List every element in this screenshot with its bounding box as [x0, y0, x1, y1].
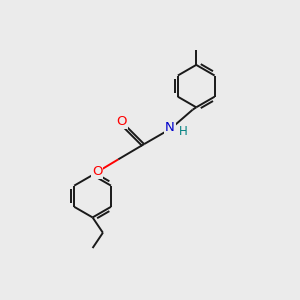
Text: H: H — [178, 125, 188, 138]
Text: O: O — [92, 165, 103, 178]
Text: N: N — [165, 121, 175, 134]
Text: O: O — [116, 115, 127, 128]
